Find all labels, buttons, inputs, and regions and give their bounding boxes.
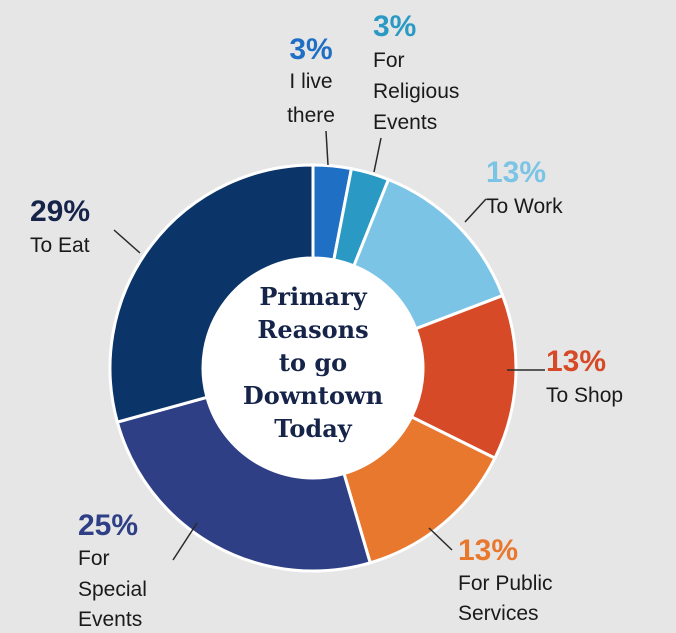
leader-line: [172, 522, 198, 561]
center-title-line: to go: [279, 348, 347, 377]
leader-line: [373, 137, 382, 173]
donut-center: [203, 258, 423, 478]
slice-category-label: Services: [458, 602, 539, 625]
slice-category-label: I live: [289, 70, 332, 93]
slice-category-label: there: [287, 104, 335, 127]
center-title-line: Today: [274, 414, 352, 443]
slice-labels: 3% I live there 3% For Religious Events 13% To W…: [30, 10, 623, 631]
slice-category-label: For: [373, 49, 405, 72]
slice-category-label: To Work: [486, 195, 563, 218]
slice-category-label: Special: [78, 578, 147, 601]
slice-percent: 13%: [546, 345, 606, 378]
slice-category-label: Religious: [373, 80, 459, 103]
slice-category-label: To Shop: [546, 384, 623, 407]
center-title-line: Downtown: [243, 381, 383, 410]
leader-line: [428, 527, 453, 551]
slice-label-for-religious-events: 3% For Religious Events: [373, 10, 459, 134]
slice-percent: 29%: [30, 195, 90, 228]
slice-label-to-shop: 13% To Shop: [546, 345, 623, 407]
leader-line: [464, 198, 487, 223]
slice-percent: 25%: [78, 509, 138, 542]
slice-category-label: For Public: [458, 572, 553, 595]
center-title-line: Reasons: [257, 315, 368, 344]
slice-percent: 13%: [486, 156, 546, 189]
slice-percent: 3%: [289, 33, 332, 66]
leader-line: [113, 229, 141, 254]
slice-label-to-eat: 29% To Eat: [30, 195, 90, 257]
chart-center-title: Primary Reasons to go Downtown Today: [243, 282, 383, 443]
slice-label-i-live-there: 3% I live there: [287, 33, 335, 127]
slice-category-label: For: [78, 547, 110, 570]
slice-percent: 3%: [373, 10, 416, 43]
leader-lines: [113, 130, 545, 561]
slice-for-special-events: [115, 395, 373, 573]
slice-percent: 13%: [458, 534, 518, 567]
slice-category-label: Events: [78, 608, 142, 631]
center-title-line: Primary: [259, 282, 367, 311]
slice-label-for-special-events: 25% For Special Events: [78, 509, 147, 631]
slice-category-label: To Eat: [30, 234, 90, 257]
slice-category-label: Events: [373, 111, 437, 134]
slice-label-for-public-services: 13% For Public Services: [458, 534, 553, 625]
leader-line: [325, 130, 329, 166]
slice-label-to-work: 13% To Work: [486, 156, 563, 218]
